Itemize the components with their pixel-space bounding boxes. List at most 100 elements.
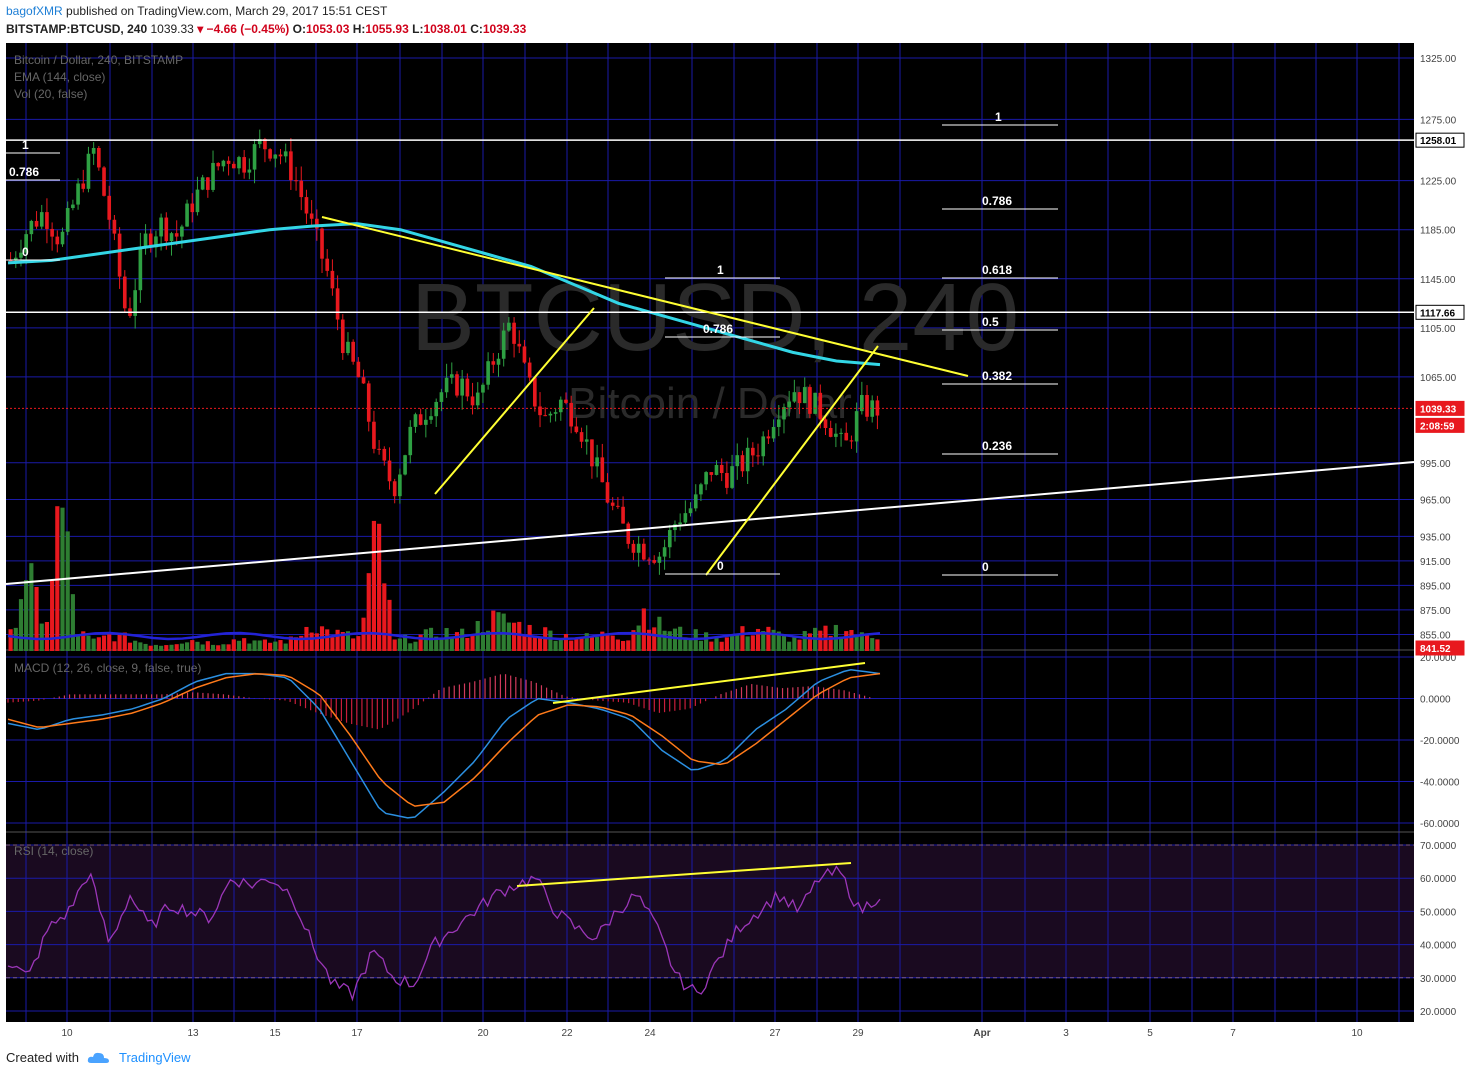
candle-body: [273, 154, 278, 159]
volume-bar: [553, 640, 558, 651]
rsi-tick: 50.0000: [1420, 907, 1457, 918]
price-tick: 1145.00: [1420, 275, 1456, 286]
date-tick: 13: [187, 1028, 199, 1039]
candle-body: [372, 421, 376, 449]
volume-bar: [418, 634, 423, 651]
rsi-plot: [7, 862, 881, 1002]
volume-bar: [584, 633, 589, 651]
candle-body: [268, 149, 272, 159]
candle-body: [584, 439, 589, 442]
volume-bar: [262, 639, 268, 651]
volume-bar: [257, 640, 262, 651]
volume-bar: [148, 645, 153, 651]
volume-bar: [34, 587, 39, 651]
candle-body: [102, 167, 106, 196]
candle-body: [844, 432, 849, 441]
grid: [6, 43, 1414, 1022]
tradingview-link[interactable]: TradingView: [118, 1050, 191, 1065]
volume-bar: [205, 641, 210, 651]
date-tick: 7: [1230, 1028, 1236, 1039]
volume-bar: [179, 643, 184, 651]
candle-body: [366, 383, 371, 422]
volume-bar: [652, 627, 657, 651]
candle-body: [65, 208, 70, 232]
candle-body: [335, 288, 340, 320]
main-pane[interactable]: [6, 43, 1414, 650]
volume-bar: [615, 639, 620, 651]
candle-body: [19, 252, 23, 258]
volume-bar: [190, 640, 195, 651]
price-tick: 935.00: [1420, 532, 1451, 543]
candle-body: [138, 246, 143, 291]
candle-body: [24, 234, 28, 253]
candle-body: [424, 419, 428, 425]
candle-body: [610, 502, 615, 506]
volume-bar: [216, 645, 221, 651]
watermark-big: BTCUSD, 240: [411, 264, 1019, 371]
volume-bar: [486, 630, 491, 651]
price-axis[interactable]: [1414, 43, 1475, 1022]
fib-level-label: 0.786: [703, 322, 733, 336]
candle-body: [782, 407, 786, 420]
created-with-text: Created with: [6, 1050, 79, 1065]
candle-body: [616, 505, 620, 507]
ema-line: [7, 222, 881, 367]
rsi-divergence-line: [516, 862, 852, 887]
candle-body: [216, 162, 221, 167]
volume-bar: [646, 629, 652, 651]
volume-bar: [44, 622, 50, 651]
date-tick: 22: [561, 1028, 573, 1039]
candle-body: [470, 396, 475, 406]
volume-bar: [657, 616, 662, 651]
price-tick: 915.00: [1420, 557, 1451, 568]
candle-body: [439, 392, 444, 402]
price-tick: 1325.00: [1420, 54, 1457, 65]
candle-body: [226, 160, 231, 164]
fib-level-label: 1: [717, 263, 724, 277]
cloud-icon: [87, 1052, 109, 1063]
volume-bar: [356, 636, 361, 651]
time-axis[interactable]: [6, 1022, 1414, 1044]
volume-bar: [719, 641, 724, 651]
candle-body: [107, 195, 112, 220]
volume-bar: [864, 635, 870, 651]
candle-body: [501, 330, 506, 359]
candle-body: [206, 177, 210, 190]
date-tick: Apr: [973, 1028, 990, 1039]
candle-body: [475, 392, 480, 406]
candle-body: [257, 138, 262, 145]
candle-body: [460, 378, 464, 396]
fib-level-label: 0: [22, 245, 29, 259]
volume-bar: [693, 629, 698, 651]
candle-body: [678, 522, 682, 525]
candle-body: [122, 276, 127, 309]
candle-body: [465, 378, 470, 397]
candle-body: [330, 270, 335, 289]
volume-bar: [122, 632, 127, 651]
volume-bar: [330, 637, 335, 651]
macd-tick: 20.0000: [1420, 653, 1457, 664]
volume-bar: [371, 520, 377, 651]
volume-bar: [522, 635, 527, 651]
fib-level-label: 0.5: [982, 315, 999, 329]
volume-bar: [169, 644, 174, 651]
rsi-tick: 40.0000: [1420, 941, 1457, 952]
candle-body: [662, 547, 667, 557]
fib-level-label: 0.618: [982, 263, 1012, 277]
macd-pane[interactable]: [6, 650, 1414, 832]
volume-bar: [854, 636, 859, 651]
volume-bar: [335, 629, 340, 651]
volume-bar: [574, 638, 579, 651]
high-label: H:: [352, 22, 366, 36]
volume-bar: [423, 629, 428, 651]
volume-bar: [600, 631, 605, 651]
candle-body: [55, 236, 60, 245]
volume-bar: [402, 634, 408, 651]
volume-bar: [221, 644, 226, 651]
volume-bar: [475, 621, 480, 651]
candle-body: [112, 219, 117, 234]
author-link[interactable]: bagofXMR: [6, 4, 63, 18]
price-badge: [1415, 400, 1465, 416]
change-value: ▾ −4.66 (−0.45%): [197, 22, 290, 36]
